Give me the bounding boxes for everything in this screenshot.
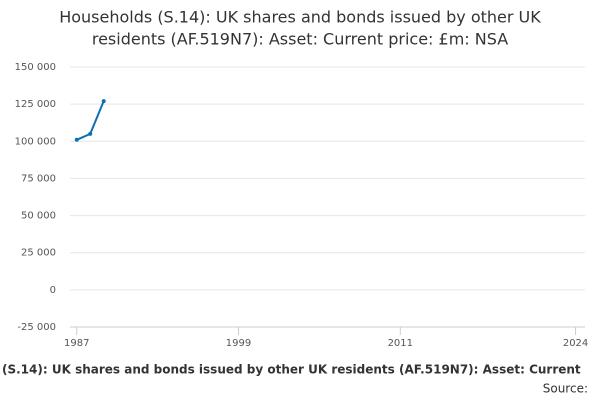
y-tick-label: 100 000 — [15, 136, 56, 147]
x-axis-label: (S.14): UK shares and bonds issued by ot… — [2, 363, 581, 377]
x-tick-label: 1999 — [226, 338, 251, 349]
y-tick-label: 0 — [50, 285, 56, 296]
x-tick-label: 2024 — [563, 338, 588, 349]
y-tick-label: 150 000 — [15, 62, 56, 73]
y-tick-label: -25 000 — [17, 322, 56, 333]
x-tick-label: 2011 — [388, 338, 413, 349]
chart-title: residents (AF.519N7): Asset: Current pri… — [92, 30, 508, 49]
point — [101, 99, 106, 104]
y-tick-label: 125 000 — [15, 99, 56, 110]
y-tick-label: 50 000 — [21, 211, 56, 222]
x-tick-label: 1987 — [64, 338, 89, 349]
source: Source: — [543, 382, 588, 396]
point — [74, 137, 79, 142]
y-tick-label: 25 000 — [21, 248, 56, 259]
y-tick-label: 75 000 — [21, 173, 56, 184]
chart-title: Households (S.14): UK shares and bonds i… — [59, 8, 541, 27]
point — [88, 131, 93, 136]
